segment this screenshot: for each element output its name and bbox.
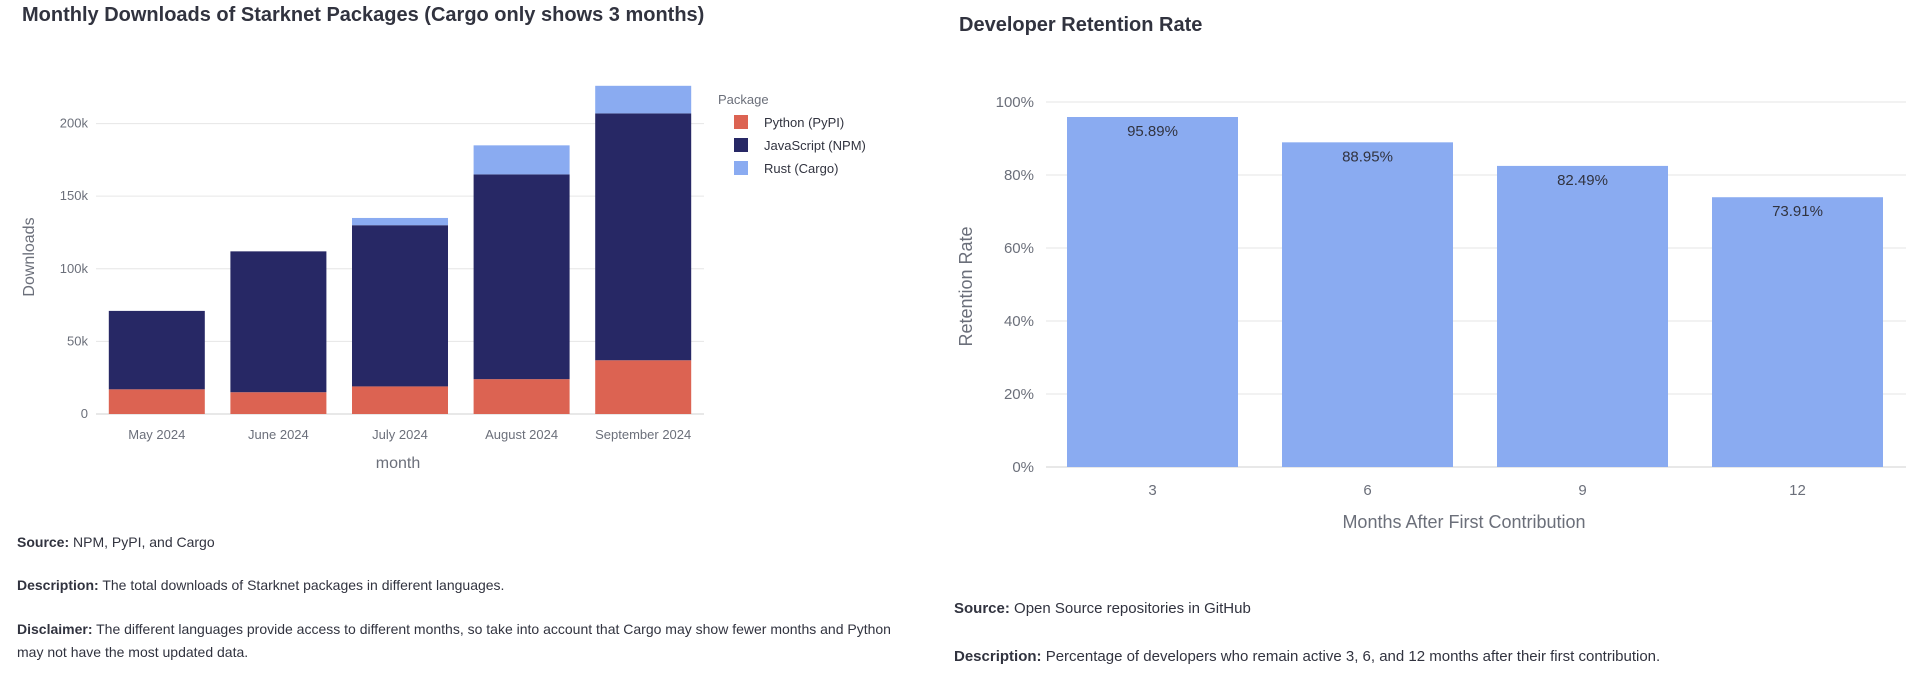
x-tick-label: July 2024 [372, 427, 428, 442]
downloads-chart-title: Monthly Downloads of Starknet Packages (… [22, 4, 705, 26]
downloads-description-text: The total downloads of Starknet packages… [102, 577, 505, 593]
legend-label: JavaScript (NPM) [764, 138, 866, 153]
y-tick-label: 40% [1004, 313, 1034, 330]
retention-description-label: Description: [954, 648, 1042, 665]
legend-swatch-javascript-npm [734, 138, 748, 152]
x-tick-label: 12 [1789, 482, 1806, 499]
downloads-disclaimer-label: Disclaimer: [17, 621, 93, 637]
y-tick-label: 50k [67, 333, 88, 348]
bar-python-pypi-may-2024 [108, 389, 205, 414]
downloads-chart[interactable]: 0 50k 100k 150k 200k May 2024 June 2024 July 20… [0, 60, 900, 480]
bar-value-label: 95.89% [1127, 123, 1178, 140]
bar-javascript-npm-august-2024 [473, 174, 570, 380]
y-tick-label: 200k [60, 116, 89, 131]
y-tick-label: 0 [81, 406, 88, 421]
retention-chart-title: Developer Retention Rate [959, 14, 1203, 36]
downloads-disclaimer-note: Disclaimer: The different languages prov… [17, 618, 897, 664]
bar-python-pypi-august-2024 [473, 379, 570, 414]
x-tick-label: 9 [1578, 482, 1586, 499]
bar-value-label: 73.91% [1772, 203, 1823, 220]
y-tick-label: 150k [60, 188, 89, 203]
bar-value-label: 88.95% [1342, 148, 1393, 165]
bar-rust-cargo-august-2024 [473, 145, 570, 175]
y-tick-label: 100k [60, 261, 89, 276]
downloads-source-text: NPM, PyPI, and Cargo [73, 534, 215, 550]
downloads-source-label: Source: [17, 534, 70, 550]
x-tick-label: August 2024 [485, 427, 558, 442]
y-tick-label: 100% [996, 94, 1034, 111]
bar-javascript-npm-september-2024 [595, 113, 692, 361]
legend-title: Package [718, 92, 769, 107]
bar-retention-9 [1497, 165, 1668, 467]
retention-description-note: Description: Percentage of developers wh… [954, 645, 1904, 668]
retention-description-text: Percentage of developers who remain acti… [1045, 648, 1661, 665]
bar-value-label: 82.49% [1557, 172, 1608, 189]
y-tick-label: 60% [1004, 240, 1034, 257]
x-tick-label: 6 [1363, 482, 1371, 499]
bar-rust-cargo-september-2024 [595, 85, 692, 114]
bar-retention-12 [1712, 197, 1883, 467]
bar-javascript-npm-july-2024 [352, 225, 448, 387]
retention-source-text: Open Source repositories in GitHub [1014, 600, 1251, 617]
retention-source-label: Source: [954, 600, 1010, 617]
legend-label: Python (PyPI) [764, 115, 844, 130]
bar-rust-cargo-july-2024 [352, 217, 448, 226]
retention-chart[interactable]: 0% 20% 40% 60% 80% 100% 95.89% 3 88.95% 6 82.49% 9 7… [956, 60, 1916, 540]
legend-label: Rust (Cargo) [764, 161, 838, 176]
y-tick-label: 20% [1004, 386, 1034, 403]
bar-retention-6 [1282, 142, 1453, 467]
downloads-description-label: Description: [17, 577, 99, 593]
y-tick-label: 0% [1012, 459, 1034, 476]
bar-retention-3 [1067, 117, 1238, 467]
legend-swatch-python-pypi [734, 115, 748, 129]
downloads-disclaimer-text: The different languages provide access t… [17, 621, 891, 660]
x-tick-label: 3 [1148, 482, 1156, 499]
retention-source-note: Source: Open Source repositories in GitH… [954, 597, 1904, 620]
x-tick-label: May 2024 [128, 427, 185, 442]
x-axis-title: Months After First Contribution [1342, 512, 1585, 532]
y-axis-title: Downloads [21, 217, 38, 296]
x-axis-title: month [376, 455, 420, 472]
y-tick-label: 80% [1004, 167, 1034, 184]
y-axis-title: Retention Rate [956, 226, 976, 346]
x-tick-label: September 2024 [595, 427, 691, 442]
downloads-source-note: Source: NPM, PyPI, and Cargo [17, 531, 897, 554]
bar-python-pypi-september-2024 [595, 360, 692, 414]
x-tick-label: June 2024 [248, 427, 309, 442]
bar-javascript-npm-june-2024 [230, 251, 327, 393]
legend-swatch-rust-cargo [734, 161, 748, 175]
bar-javascript-npm-may-2024 [108, 310, 205, 390]
bar-python-pypi-july-2024 [352, 386, 448, 414]
downloads-description-note: Description: The total downloads of Star… [17, 574, 897, 597]
bar-python-pypi-june-2024 [230, 392, 327, 414]
